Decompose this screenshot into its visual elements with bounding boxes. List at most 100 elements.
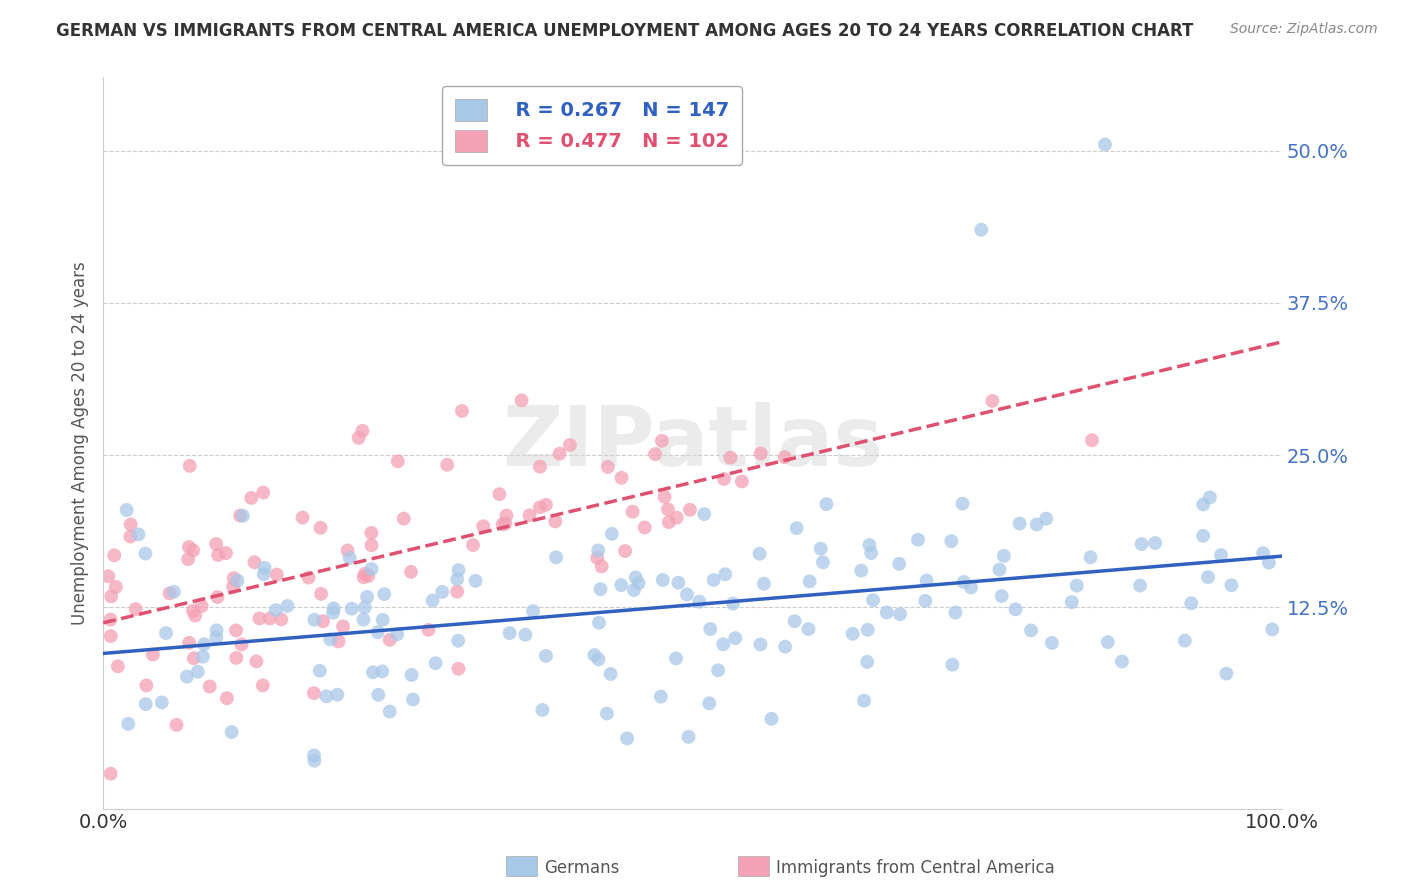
Point: [302, 748, 325, 763]
Point: [707, 663, 730, 677]
Point: [399, 565, 422, 579]
Point: [610, 471, 633, 485]
Point: [352, 424, 374, 438]
Point: [446, 572, 468, 586]
Point: [676, 587, 699, 601]
Point: [558, 438, 581, 452]
Point: [773, 640, 796, 654]
Point: [328, 634, 350, 648]
Point: [198, 680, 221, 694]
Point: [495, 508, 517, 523]
Point: [225, 651, 247, 665]
Point: [378, 632, 401, 647]
Point: [852, 694, 875, 708]
Point: [599, 667, 621, 681]
Point: [841, 627, 863, 641]
Point: [253, 567, 276, 582]
Point: [515, 628, 537, 642]
Point: [245, 655, 267, 669]
Point: [361, 665, 384, 680]
Point: [713, 472, 735, 486]
Point: [596, 459, 619, 474]
Point: [387, 454, 409, 468]
Point: [259, 611, 281, 625]
Point: [544, 515, 567, 529]
Point: [360, 538, 382, 552]
Point: [205, 537, 228, 551]
Point: [650, 690, 672, 704]
Legend:   R = 0.267   N = 147,   R = 0.477   N = 102: R = 0.267 N = 147, R = 0.477 N = 102: [443, 87, 742, 165]
Point: [970, 223, 993, 237]
Point: [1251, 546, 1274, 560]
Point: [761, 712, 783, 726]
Point: [534, 498, 557, 512]
Point: [531, 703, 554, 717]
Text: Source: ZipAtlas.com: Source: ZipAtlas.com: [1230, 22, 1378, 37]
Point: [1197, 570, 1219, 584]
Point: [492, 517, 515, 532]
Point: [583, 648, 606, 662]
Point: [889, 607, 911, 621]
Point: [253, 561, 276, 575]
Point: [464, 574, 486, 588]
Point: [183, 651, 205, 665]
Point: [357, 569, 380, 583]
Point: [447, 633, 470, 648]
Point: [529, 500, 551, 515]
Point: [252, 678, 274, 692]
Point: [166, 718, 188, 732]
Point: [447, 563, 470, 577]
Point: [749, 637, 772, 651]
Point: [488, 487, 510, 501]
Point: [177, 552, 200, 566]
Point: [1080, 550, 1102, 565]
Text: GERMAN VS IMMIGRANTS FROM CENTRAL AMERICA UNEMPLOYMENT AMONG AGES 20 TO 24 YEARS: GERMAN VS IMMIGRANTS FROM CENTRAL AMERIC…: [56, 22, 1194, 40]
Point: [952, 497, 974, 511]
Point: [266, 567, 288, 582]
Point: [634, 520, 657, 534]
Point: [422, 593, 444, 607]
Point: [1215, 666, 1237, 681]
Text: Germans: Germans: [544, 859, 620, 877]
Point: [915, 574, 938, 588]
Point: [190, 599, 212, 613]
Point: [179, 458, 201, 473]
Point: [1111, 655, 1133, 669]
Point: [302, 686, 325, 700]
Point: [752, 576, 775, 591]
Point: [596, 706, 619, 721]
Point: [697, 696, 720, 710]
Point: [993, 549, 1015, 563]
Point: [215, 546, 238, 560]
Point: [714, 567, 737, 582]
Point: [588, 615, 610, 630]
Point: [876, 606, 898, 620]
Point: [297, 571, 319, 585]
Point: [1180, 596, 1202, 610]
Point: [367, 625, 389, 640]
Point: [240, 491, 263, 505]
Point: [371, 665, 394, 679]
Point: [548, 447, 571, 461]
Point: [797, 622, 820, 636]
Point: [446, 584, 468, 599]
Point: [447, 662, 470, 676]
Point: [222, 580, 245, 594]
Point: [1144, 536, 1167, 550]
Point: [773, 450, 796, 464]
Point: [1220, 578, 1243, 592]
Point: [425, 657, 447, 671]
Point: [264, 603, 287, 617]
Point: [322, 601, 344, 615]
Point: [184, 608, 207, 623]
Point: [270, 612, 292, 626]
Point: [623, 583, 645, 598]
Point: [353, 613, 375, 627]
Point: [309, 587, 332, 601]
Point: [786, 521, 808, 535]
Point: [856, 623, 879, 637]
Point: [215, 691, 238, 706]
Point: [862, 593, 884, 607]
Point: [616, 731, 638, 746]
Point: [229, 508, 252, 523]
